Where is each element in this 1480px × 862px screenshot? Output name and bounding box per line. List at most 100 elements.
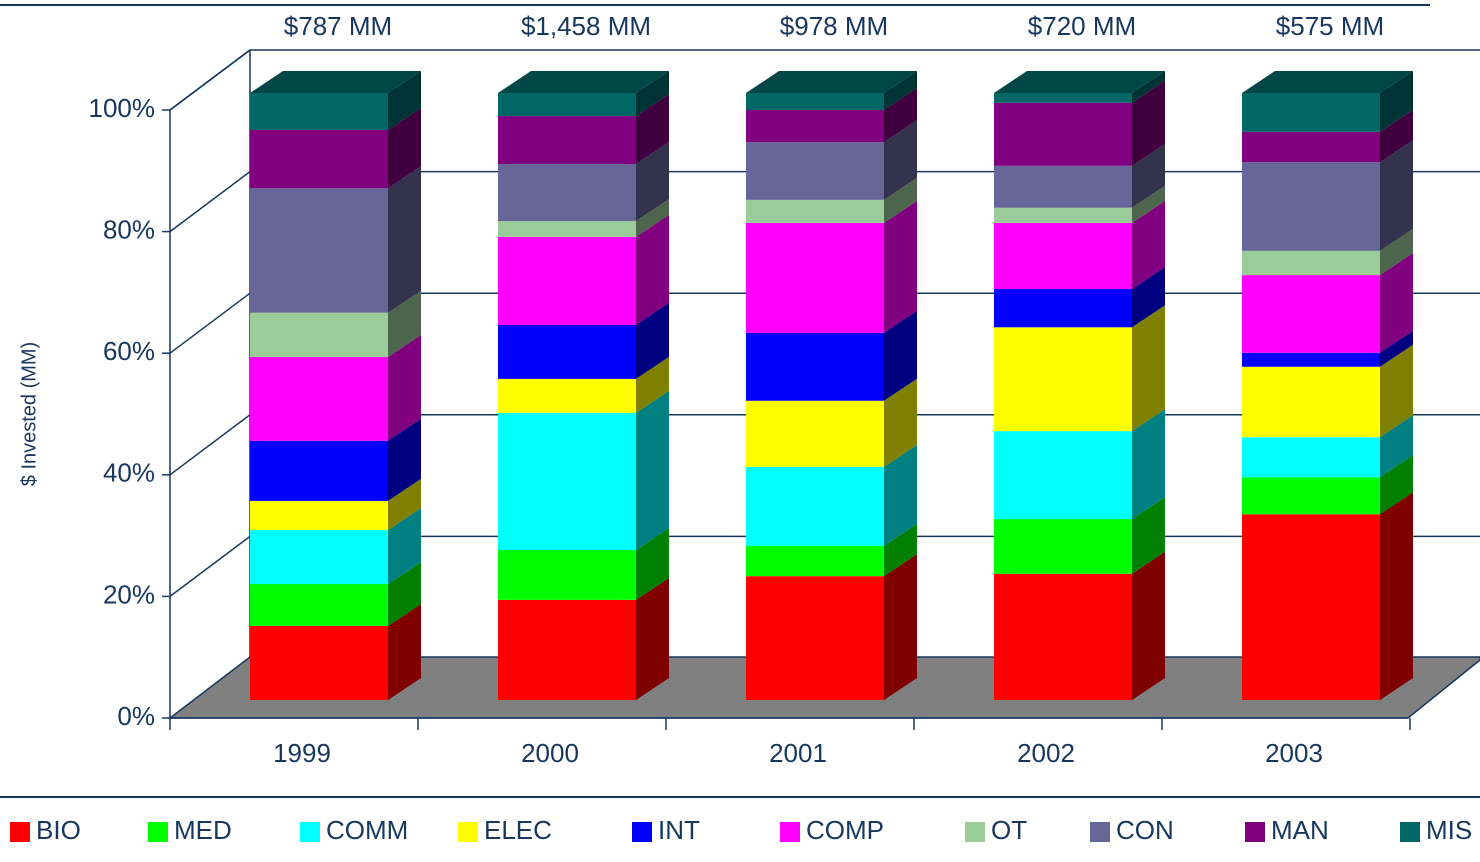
legend-swatch [148, 822, 168, 842]
bar-segment [250, 603, 421, 700]
bar-side [1132, 551, 1165, 700]
bar-segment [250, 290, 421, 358]
x-tick-label: 2000 [521, 738, 579, 768]
bar-front [746, 466, 884, 546]
bar-segment [746, 554, 917, 700]
bar-segment [250, 335, 421, 441]
bar-side [1132, 305, 1165, 432]
bar-segment [498, 577, 669, 700]
bar-front [250, 625, 388, 700]
bar-side [636, 390, 669, 551]
x-tick-label: 2002 [1017, 738, 1075, 768]
bar-side [1380, 344, 1413, 438]
total-label: $575 MM [1276, 11, 1384, 41]
bar-segment [1242, 71, 1413, 132]
bar-side [884, 554, 917, 700]
bar-front [994, 289, 1132, 328]
legend-label: INT [658, 815, 700, 845]
bar-side [884, 177, 917, 223]
bar-segment [1242, 253, 1413, 353]
bar-front [1242, 514, 1380, 700]
y-axis-label: $ Invested (MM) [18, 342, 40, 486]
bar-front [498, 221, 636, 237]
bar-front [250, 188, 388, 313]
bar-segment [250, 71, 421, 131]
bar-front [994, 93, 1132, 103]
y-tick-label: 60% [103, 336, 155, 366]
bar-side [636, 214, 669, 325]
bar-side [388, 478, 421, 531]
bar-segment [994, 267, 1165, 328]
bar-segment [746, 200, 917, 333]
bar-side [884, 378, 917, 467]
bar-segment [498, 71, 669, 117]
bar-front [498, 116, 636, 165]
bar-front [746, 332, 884, 401]
bar-side [884, 71, 917, 110]
legend-label: MED [174, 815, 232, 845]
bar-segment [994, 305, 1165, 432]
total-label: $787 MM [284, 11, 392, 41]
bar-segment [746, 378, 917, 467]
bar-top [498, 71, 669, 93]
bar-side [1132, 497, 1165, 574]
bar-segment [746, 444, 917, 546]
bar-segment [250, 478, 421, 531]
grid-line [169, 49, 1480, 111]
bar-segment [1242, 140, 1413, 251]
bar-front [498, 550, 636, 600]
legend-label: OT [991, 815, 1027, 845]
bar-front [1242, 131, 1380, 163]
bar-side [884, 310, 917, 401]
total-label: $1,458 MM [521, 11, 651, 41]
y-tick-label: 80% [103, 214, 155, 244]
legend-swatch [458, 822, 478, 842]
bar-front [1242, 93, 1380, 132]
bar-segment [498, 356, 669, 413]
bar-side [636, 302, 669, 379]
bar-segment [498, 302, 669, 379]
bar-side [1380, 415, 1413, 478]
bar-front [250, 584, 388, 626]
legend-swatch [632, 822, 652, 842]
bar-side [1380, 330, 1413, 367]
bar-side [1132, 267, 1165, 328]
bar-front [746, 400, 884, 467]
legend-label: BIO [36, 815, 81, 845]
total-label: $720 MM [1028, 11, 1136, 41]
legend-swatch [10, 822, 30, 842]
x-tick-label: 2001 [769, 738, 827, 768]
bar-side [1380, 71, 1413, 132]
bar-side [388, 108, 421, 189]
bar-front [250, 93, 388, 131]
bar-front [746, 93, 884, 110]
legend-label: MIS [1426, 815, 1472, 845]
y-tick-label: 20% [103, 579, 155, 609]
bar-segment [746, 120, 917, 200]
bar-front [746, 576, 884, 700]
bar-side [1380, 253, 1413, 353]
bar-side [884, 523, 917, 577]
legend-swatch [1090, 822, 1110, 842]
bar-front [746, 109, 884, 143]
bar-segment [1242, 109, 1413, 163]
bar-segment [498, 214, 669, 325]
bar-segment [1242, 228, 1413, 276]
y-tick-label: 0% [117, 701, 155, 731]
legend-label: CON [1116, 815, 1174, 845]
bar-front [498, 412, 636, 551]
bar-segment [250, 418, 421, 501]
bar-segment [994, 200, 1165, 290]
bar-front [746, 142, 884, 200]
bar-top [1242, 71, 1413, 93]
bar-segment [994, 71, 1165, 103]
bar-front [250, 357, 388, 441]
bar-front [1242, 366, 1380, 438]
bar-side [1380, 492, 1413, 700]
bar-side [388, 508, 421, 585]
bar-front [250, 312, 388, 358]
bar-front [994, 222, 1132, 290]
bar-side [636, 356, 669, 413]
bar-front [994, 165, 1132, 208]
legend-label: COMP [806, 815, 884, 845]
